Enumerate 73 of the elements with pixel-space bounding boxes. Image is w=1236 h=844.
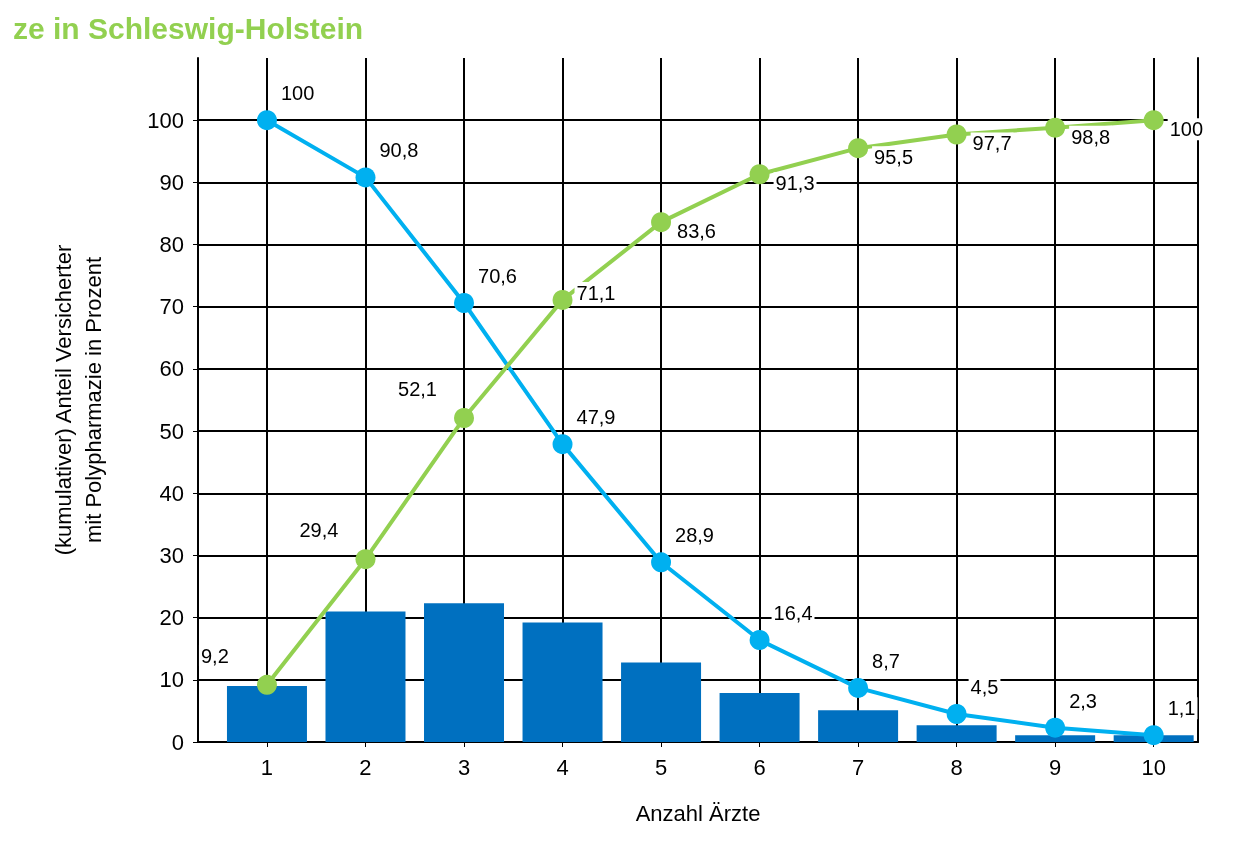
y-tick-label: 10 [159,667,184,693]
point [946,704,967,725]
bar [621,662,702,742]
bar [719,692,800,742]
bar [916,725,997,742]
point [946,124,967,145]
data-label: 100 [280,82,315,105]
x-tick-label: 9 [1049,754,1062,780]
point [1143,725,1164,746]
data-label: 52,1 [398,378,437,401]
point [355,549,376,570]
point [749,630,770,651]
x-axis-title: Anzahl Ärzte [635,800,761,826]
bar [424,603,505,742]
y-tick-label: 100 [147,107,184,133]
y-tick-label: 70 [159,294,184,320]
y-tick-label: 30 [159,542,184,568]
data-label: 83,6 [677,220,716,243]
point [552,289,573,310]
point [1143,110,1164,131]
y-tick-label: 90 [159,169,184,195]
point [749,164,770,185]
point [454,408,475,429]
point [552,434,573,455]
x-tick-label: 5 [654,754,668,780]
data-label: 98,8 [1071,125,1111,148]
data-label: 90,8 [379,139,419,162]
data-label: 1,1 [1167,697,1196,720]
point [651,212,672,233]
data-label: 47,9 [576,406,616,429]
data-label: 71,1 [576,281,616,304]
x-tick-label: 10 [1141,754,1166,780]
y-tick-label: 80 [159,232,184,258]
bar [226,686,307,742]
x-tick-label: 8 [950,754,963,780]
data-label: 9,2 [200,644,229,667]
point [848,138,869,159]
data-label: 97,7 [972,132,1012,155]
y-tick-label: 20 [159,605,184,631]
point [651,552,672,573]
bar [325,611,406,742]
x-tick-label: 2 [359,754,372,780]
x-tick-label: 3 [457,754,471,780]
point [256,674,277,695]
y-tick-label: 60 [159,356,184,382]
point [1045,717,1066,738]
data-label: 4,5 [970,676,999,699]
data-label: 91,3 [775,172,815,195]
bar [1015,735,1096,742]
data-label: 29,4 [299,519,339,542]
y-tick-label: 50 [159,418,184,444]
point [256,110,277,131]
chart-title: ze in Schleswig-Holstein [13,11,364,45]
point [355,167,376,188]
y-axis-title: (kumulativer) Anteil Versicherter mit Polypharmazie in Prozent [50,244,106,556]
x-tick-label: 1 [260,754,274,780]
bar [522,622,603,742]
x-tick-label: 4 [556,754,569,780]
data-label: 70,6 [478,265,517,287]
point [1045,117,1066,138]
point [454,293,475,313]
data-label: 2,3 [1069,689,1097,712]
x-tick-label: 6 [753,754,766,780]
data-label: 100 [1169,118,1204,141]
point [848,677,869,698]
data-label: 8,7 [872,649,900,672]
data-label: 16,4 [773,602,813,625]
data-label: 95,5 [874,146,914,169]
x-tick-label: 7 [851,754,865,780]
y-tick-label: 40 [159,480,184,506]
y-tick-label: 0 [171,729,184,755]
data-label: 28,9 [675,524,714,547]
bar [818,710,899,742]
